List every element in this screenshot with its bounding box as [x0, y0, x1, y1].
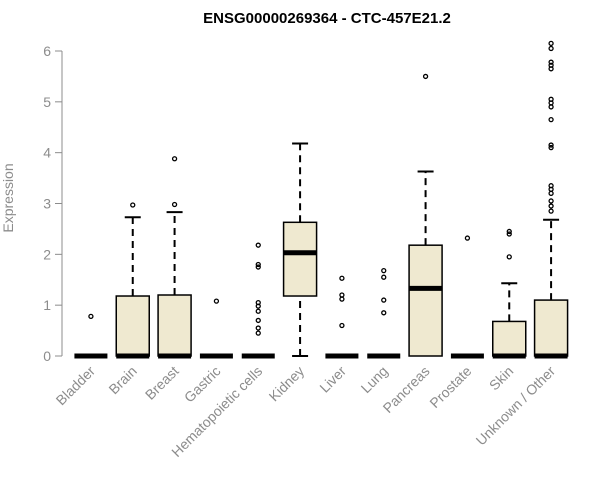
outlier-point — [381, 274, 387, 280]
outlier-point — [422, 73, 429, 80]
category-label: Pancreas — [380, 363, 433, 416]
outlier-point — [339, 296, 345, 302]
box-rect — [157, 294, 192, 357]
outlier-point — [255, 242, 261, 248]
outlier-point — [339, 322, 345, 329]
box-rect — [282, 221, 318, 297]
outlier-point — [548, 142, 554, 148]
outlier-point — [339, 292, 345, 298]
box-12 — [533, 40, 569, 359]
outlier-point — [255, 308, 261, 314]
outlier-point — [506, 231, 512, 237]
outlier-point — [130, 202, 136, 208]
y-tick-label: 3 — [43, 196, 51, 212]
y-tick-label: 2 — [43, 246, 51, 262]
box-rect — [492, 320, 527, 357]
category-label: Bladder — [53, 363, 99, 409]
box-group — [74, 40, 569, 359]
outlier-point — [548, 96, 554, 102]
category-label: Liver — [316, 363, 349, 396]
outlier-point — [464, 235, 471, 241]
outlier-point — [255, 330, 261, 336]
outlier-point — [548, 203, 554, 209]
box-8 — [367, 267, 401, 359]
outlier-point — [381, 297, 387, 303]
outlier-point — [548, 40, 554, 47]
box-11 — [492, 228, 527, 359]
outlier-point — [548, 104, 554, 110]
box-rect — [115, 295, 150, 357]
outlier-point — [255, 261, 261, 268]
outlier-point — [548, 144, 554, 151]
outlier-point — [381, 310, 387, 316]
box-7 — [325, 275, 359, 359]
y-tick-label: 4 — [43, 145, 51, 161]
y-tick-label: 6 — [43, 43, 51, 59]
outlier-point — [381, 267, 387, 274]
y-tick-label: 0 — [43, 348, 51, 364]
outlier-point — [548, 62, 554, 68]
outlier-point — [548, 208, 554, 214]
outlier-point — [171, 201, 178, 208]
outlier-point — [548, 45, 554, 52]
box-6 — [282, 142, 318, 357]
category-label: Lung — [358, 363, 391, 396]
box-5 — [241, 242, 275, 359]
box-10 — [450, 235, 484, 359]
outlier-point — [255, 299, 261, 306]
box-rect — [533, 299, 569, 357]
outlier-point — [506, 228, 512, 235]
outlier-point — [548, 190, 554, 196]
outlier-point — [548, 59, 554, 65]
box-2 — [115, 202, 150, 359]
y-axis-label: Expression — [0, 163, 16, 232]
y-tick-label: 1 — [43, 297, 51, 313]
outlier-point — [171, 156, 178, 162]
box-1 — [74, 313, 108, 359]
box-3 — [157, 156, 192, 359]
y-tick-label: 5 — [43, 94, 51, 110]
outlier-point — [339, 275, 345, 281]
outlier-point — [506, 254, 512, 260]
box-9 — [408, 73, 443, 357]
outlier-point — [548, 183, 554, 189]
chart-title: ENSG00000269364 - CTC-457E21.2 — [203, 10, 451, 27]
outlier-point — [213, 298, 220, 304]
box-4 — [199, 298, 233, 359]
category-label: Prostate — [426, 363, 474, 411]
outlier-point — [255, 325, 261, 331]
category-label: Breast — [142, 363, 182, 403]
category-label: Skin — [486, 363, 517, 394]
box-rect — [408, 244, 443, 357]
outlier-point — [255, 264, 261, 270]
outlier-point — [88, 313, 94, 320]
y-axis: 0 1 2 3 4 5 6 — [43, 43, 63, 364]
outlier-point — [548, 198, 554, 204]
outlier-point — [255, 317, 261, 324]
category-label: Brain — [105, 363, 139, 397]
category-label: Unknown / Other — [473, 363, 559, 449]
outlier-point — [548, 116, 554, 123]
category-label: Kidney — [266, 363, 308, 405]
